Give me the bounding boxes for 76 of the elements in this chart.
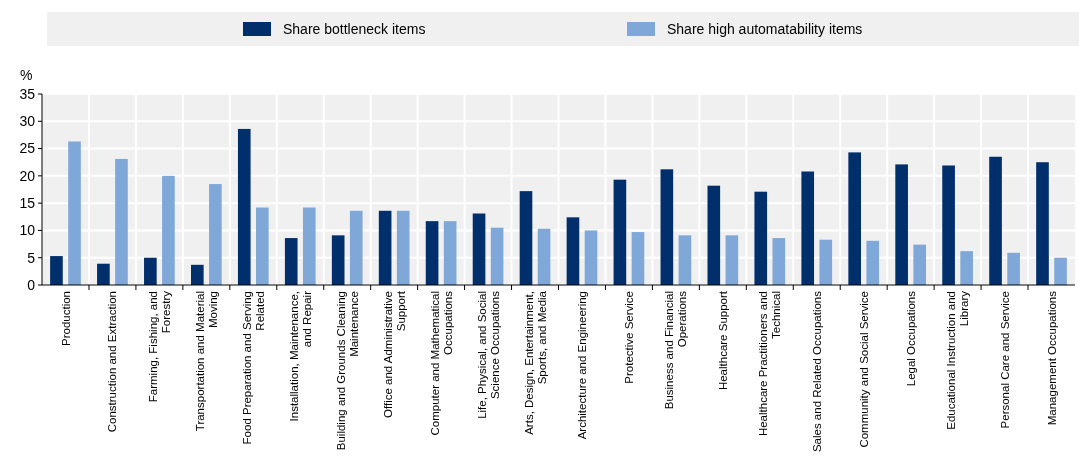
x-tick-label: Production — [59, 291, 72, 346]
bar — [237, 128, 251, 285]
bar — [754, 191, 768, 285]
bar — [209, 184, 222, 285]
bar — [631, 232, 645, 285]
x-tick-label: Construction and Extraction — [106, 291, 119, 433]
y-tick-label: 30 — [19, 113, 36, 130]
bar — [50, 256, 63, 285]
bar — [162, 175, 175, 285]
bar — [115, 158, 128, 285]
x-tick-label: Transportation and Material Moving — [193, 291, 219, 432]
x-tick-label: Architecture and Engineering — [576, 291, 588, 440]
x-tick-label: Personal Care and Service — [998, 291, 1011, 429]
bar — [678, 235, 692, 285]
bar — [707, 185, 721, 285]
y-tick-label: 25 — [19, 140, 36, 157]
bar — [584, 230, 598, 285]
bar — [1036, 162, 1049, 285]
y-tick-label: 10 — [19, 222, 36, 239]
bar — [490, 227, 504, 285]
bar — [895, 164, 908, 285]
x-tick-label: Office and Administrative Support — [381, 290, 407, 418]
x-tick-label: Arts, Design, Entertainment, Sports, and Media — [522, 290, 548, 435]
bar — [660, 169, 674, 285]
bar — [396, 210, 410, 285]
bar — [566, 217, 580, 285]
x-tick-label: Legal Occupations — [904, 290, 917, 387]
bar — [349, 210, 363, 285]
x-tick-label: Management Occupations — [1045, 290, 1058, 426]
bar — [256, 207, 269, 285]
bar — [942, 165, 955, 285]
bar — [302, 207, 316, 285]
bar — [190, 264, 204, 285]
bar — [68, 141, 81, 285]
bar — [819, 239, 833, 285]
bar — [472, 213, 486, 285]
y-tick-label: 20 — [19, 167, 36, 184]
bar — [848, 152, 861, 285]
bar — [144, 257, 157, 285]
bar — [613, 179, 627, 285]
legend-label: Share bottleneck items — [283, 20, 426, 37]
bar — [284, 238, 298, 285]
bar — [725, 235, 739, 285]
bar — [331, 235, 345, 285]
bar — [1007, 252, 1020, 285]
bar — [772, 238, 786, 285]
bar — [913, 244, 927, 285]
bar — [443, 221, 457, 285]
y-tick-label: 15 — [19, 195, 36, 212]
legend-label: Share high automatability items — [667, 20, 863, 37]
x-tick-label: Food Preparation and Serving Related — [240, 291, 266, 445]
y-tick-label: 5 — [27, 249, 36, 266]
bar — [866, 240, 880, 285]
y-tick-label: 35 — [19, 85, 36, 102]
x-tick-label: Protective Service — [622, 291, 635, 384]
bar — [97, 263, 110, 285]
x-tick-label: Educational Instruction and Library — [945, 290, 971, 430]
bar — [537, 228, 551, 285]
x-tick-label: Life, Physical, and Social Science Occupations — [475, 290, 501, 419]
x-tick-label: Installation, Maintenance, and Repair — [287, 290, 313, 422]
bar — [960, 251, 973, 285]
bar — [425, 221, 439, 285]
bar — [989, 156, 1002, 285]
y-tick-label: 0 — [27, 276, 36, 293]
x-tick-label: Computer and Mathematical Occupations — [428, 290, 454, 436]
x-tick-label: Sales and Related Occupations — [810, 290, 823, 453]
x-tick-label: Healthcare Support — [716, 290, 729, 391]
bar — [378, 210, 392, 285]
bar — [801, 171, 815, 285]
x-tick-label: Community and Social Service — [857, 291, 870, 448]
bar — [1054, 257, 1067, 285]
x-tick-label: Healthcare Practitioners and Technical — [757, 291, 783, 437]
x-tick-label: Farming, Fishing, and Forestry — [146, 290, 172, 403]
bar — [519, 191, 533, 285]
x-tick-label: Business and Financial Operations — [663, 290, 689, 410]
y-axis-title: % — [20, 67, 33, 83]
